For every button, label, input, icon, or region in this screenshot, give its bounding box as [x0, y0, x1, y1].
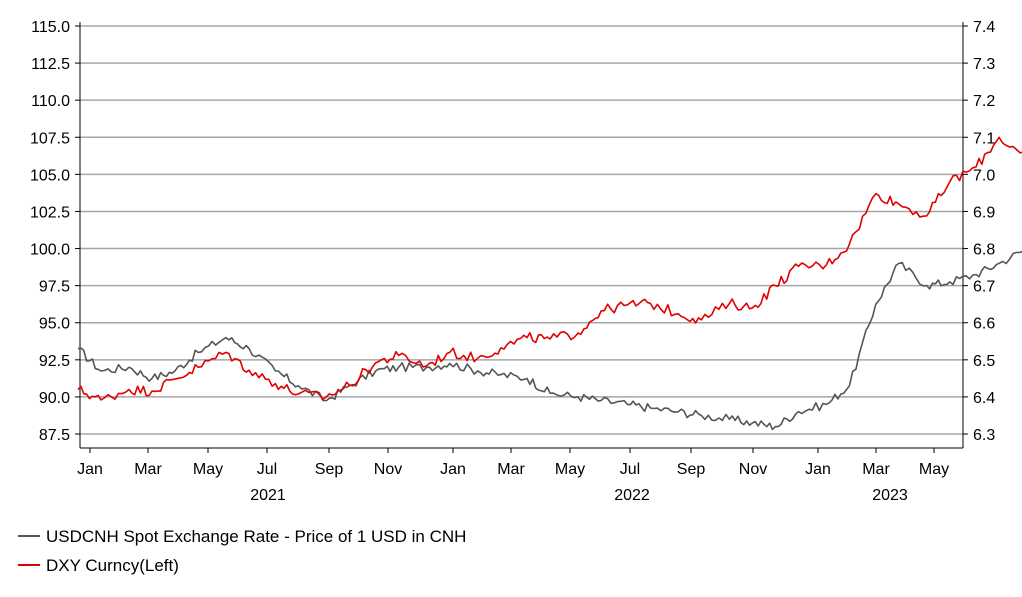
x-month-label: Nov — [739, 461, 767, 478]
right-tick-label: 6.5 — [973, 353, 995, 370]
x-month-label: Mar — [134, 461, 162, 478]
right-tick-label: 6.3 — [973, 427, 995, 444]
left-tick-label: 97.5 — [39, 279, 70, 296]
left-tick-label: 95.0 — [39, 316, 70, 333]
left-tick-label: 92.5 — [39, 353, 70, 370]
x-year-label: 2022 — [614, 487, 650, 504]
left-tick-label: 100.0 — [30, 242, 70, 259]
axes — [75, 22, 968, 453]
left-tick-label: 105.0 — [30, 167, 70, 184]
x-month-label: Jul — [620, 461, 640, 478]
x-year-label: 2021 — [250, 487, 286, 504]
x-month-label: Mar — [862, 461, 890, 478]
x-month-label: Jan — [440, 461, 466, 478]
right-axis-ticks: 6.3 6.4 6.5 6.6 6.7 6.8 6.9 7.0 7.1 7.2 7.3 7.4 — [973, 19, 995, 444]
legend: USDCNH Spot Exchange Rate - Price of 1 U… — [18, 527, 466, 575]
series-layer — [77, 136, 1022, 431]
legend-label-dxy: DXY Curncy(Left) — [46, 556, 179, 575]
series-line-dxy — [77, 136, 1022, 401]
x-axis-ticks: Jan Mar May Jul Sep Nov Jan Mar May Jul Sep Nov Jan M… — [77, 461, 949, 504]
right-tick-label: 7.0 — [973, 167, 995, 184]
right-tick-label: 6.9 — [973, 204, 995, 221]
right-tick-label: 7.1 — [973, 130, 995, 147]
right-tick-label: 7.4 — [973, 19, 995, 36]
series-line-usdcnh — [77, 250, 1022, 431]
right-tick-label: 6.8 — [973, 242, 995, 259]
x-year-label: 2023 — [872, 487, 908, 504]
legend-label-usdcnh: USDCNH Spot Exchange Rate - Price of 1 U… — [46, 527, 466, 546]
left-tick-label: 115.0 — [31, 19, 70, 36]
grid-lines — [80, 25, 963, 435]
right-tick-label: 6.6 — [973, 316, 995, 333]
left-tick-label: 102.5 — [30, 204, 70, 221]
x-month-label: Jan — [77, 461, 103, 478]
right-tick-label: 6.4 — [973, 390, 995, 407]
right-tick-label: 7.2 — [973, 93, 995, 110]
x-month-label: May — [555, 461, 585, 478]
x-month-label: Sep — [315, 461, 344, 478]
left-tick-label: 107.5 — [30, 130, 70, 147]
left-tick-label: 112.5 — [31, 56, 70, 73]
left-tick-label: 110.0 — [31, 93, 70, 110]
x-month-label: May — [919, 461, 949, 478]
x-month-label: Nov — [374, 461, 402, 478]
x-month-label: Sep — [677, 461, 706, 478]
left-tick-label: 87.5 — [39, 427, 70, 444]
right-tick-label: 7.3 — [973, 56, 995, 73]
left-axis-ticks: 87.5 90.0 92.5 95.0 97.5 100.0 102.5 105.0 107.5… — [30, 19, 70, 444]
x-month-label: May — [193, 461, 223, 478]
left-tick-label: 90.0 — [39, 390, 70, 407]
x-month-label: Jul — [257, 461, 277, 478]
x-month-label: Jan — [805, 461, 831, 478]
x-month-label: Mar — [497, 461, 525, 478]
right-tick-label: 6.7 — [973, 279, 995, 296]
